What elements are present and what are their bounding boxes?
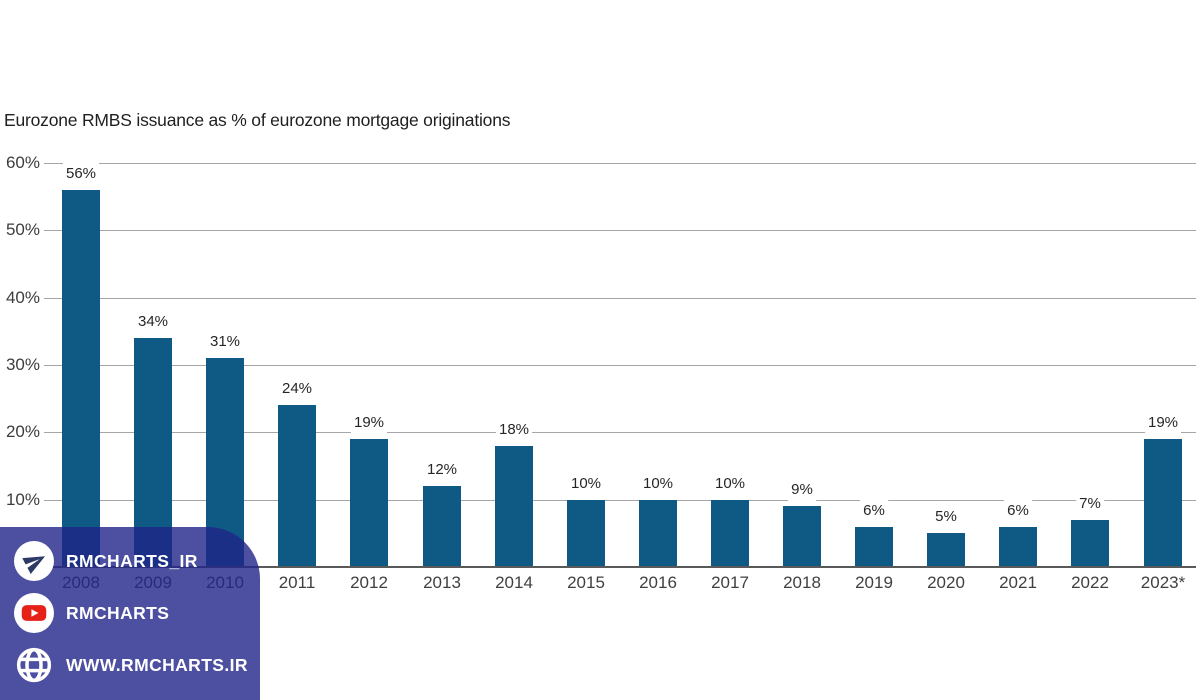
gridline — [44, 365, 1196, 366]
x-axis-tick-label: 2014 — [495, 573, 533, 592]
chart-title: Eurozone RMBS issuance as % of eurozone … — [4, 110, 511, 130]
bar-value-label: 10% — [711, 472, 749, 496]
bar-value-label: 18% — [495, 418, 533, 442]
gridline — [44, 230, 1196, 231]
x-axis-tick-label: 2012 — [350, 573, 388, 592]
bar — [639, 500, 677, 567]
bar-value-label: 9% — [788, 478, 816, 502]
globe-icon — [14, 645, 54, 685]
bar — [278, 405, 316, 567]
bar-value-label: 6% — [1004, 499, 1032, 523]
bar-value-label: 24% — [278, 377, 316, 401]
x-axis-tick-label: 2020 — [927, 573, 965, 592]
x-axis-line — [44, 566, 1196, 568]
bar — [423, 486, 461, 567]
bar-value-label: 10% — [567, 472, 605, 496]
bar — [1144, 439, 1182, 567]
bar-value-label: 19% — [1144, 411, 1182, 435]
x-axis-tick-label: 2018 — [783, 573, 821, 592]
bar — [783, 506, 821, 567]
x-axis-tick-label: 2019 — [855, 573, 893, 592]
y-axis-tick-label: 60% — [5, 153, 40, 172]
bar — [1071, 520, 1109, 567]
bar — [567, 500, 605, 567]
bar — [855, 527, 893, 567]
y-axis-tick-label: 20% — [5, 422, 40, 441]
bar-value-label: 56% — [62, 162, 100, 186]
watermark-youtube-label: RMCHARTS — [66, 602, 170, 623]
bar — [999, 527, 1037, 567]
bar-value-label: 6% — [860, 499, 888, 523]
gridline — [44, 432, 1196, 433]
y-axis-tick-label: 10% — [5, 490, 40, 509]
bar — [495, 446, 533, 567]
x-axis-tick-label: 2011 — [278, 573, 316, 592]
y-axis-tick-label: 30% — [5, 355, 40, 374]
watermark-telegram-row: RMCHARTS_IR — [14, 541, 260, 581]
x-axis-tick-label: 2013 — [423, 573, 461, 592]
bar — [62, 190, 100, 567]
bar-value-label: 12% — [423, 458, 461, 482]
gridline — [44, 298, 1196, 299]
x-axis-tick-label: 2023* — [1140, 573, 1186, 592]
y-axis-tick-label: 40% — [5, 288, 40, 307]
bar-value-label: 19% — [350, 411, 388, 435]
bar-value-label: 31% — [206, 330, 244, 354]
bar-value-label: 34% — [134, 310, 172, 334]
telegram-icon — [14, 541, 54, 581]
x-axis-tick-label: 2015 — [567, 573, 605, 592]
bar-value-label: 5% — [932, 505, 960, 529]
watermark-telegram-label: RMCHARTS_IR — [66, 550, 198, 571]
gridline — [44, 500, 1196, 501]
bar-value-label: 10% — [639, 472, 677, 496]
watermark-website-row: WWW.RMCHARTS.IR — [14, 645, 260, 685]
gridline — [44, 163, 1196, 164]
watermark-panel: RMCHARTS_IR RMCHARTS WWW.RMCHARTS.IR — [0, 527, 260, 700]
bar-value-label: 7% — [1076, 492, 1104, 516]
x-axis-tick-label: 2021 — [999, 573, 1037, 592]
youtube-icon — [14, 593, 54, 633]
bar — [350, 439, 388, 567]
bar — [711, 500, 749, 567]
watermark-website-label: WWW.RMCHARTS.IR — [66, 654, 248, 675]
bar — [927, 533, 965, 567]
x-axis-tick-label: 2022 — [1071, 573, 1109, 592]
y-axis-tick-label: 50% — [5, 220, 40, 239]
x-axis-tick-label: 2017 — [711, 573, 749, 592]
x-axis-tick-label: 2016 — [639, 573, 677, 592]
watermark-youtube-row: RMCHARTS — [14, 593, 260, 633]
